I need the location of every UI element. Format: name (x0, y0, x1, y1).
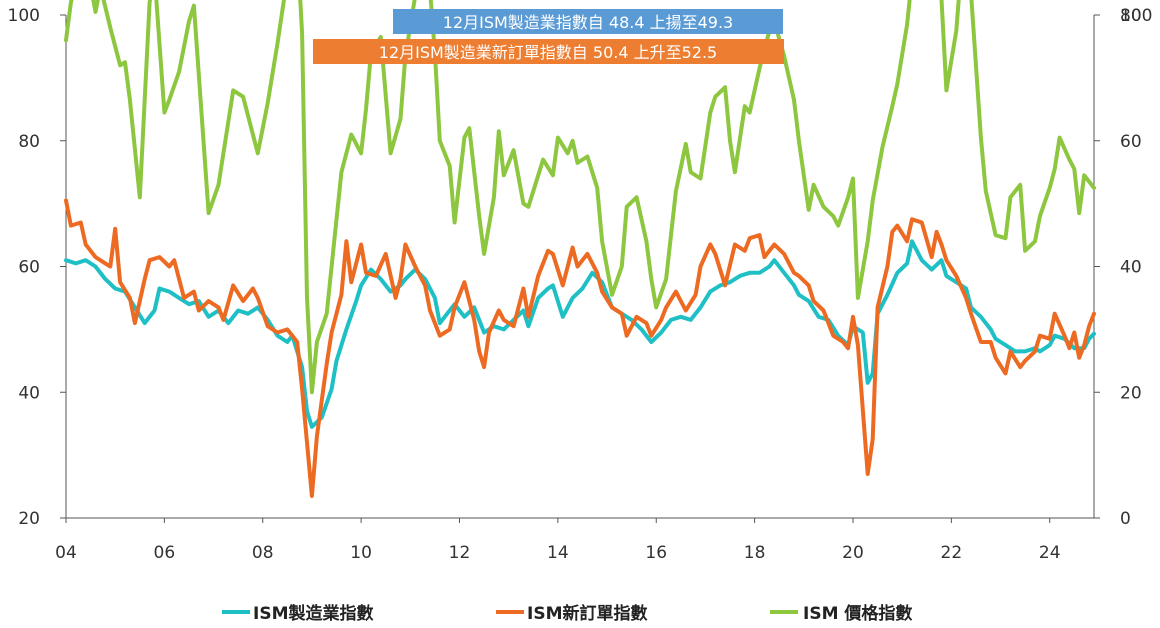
legend-label-ism-index: ISM製造業指數 (253, 603, 374, 624)
x-tick-label: 24 (1039, 543, 1061, 563)
annotation-box-ism-index (393, 9, 783, 34)
x-tick-label: 08 (252, 543, 274, 563)
right-tick-label: 40 (1120, 258, 1142, 278)
left-tick-label: 100 (8, 6, 40, 26)
left-axis-ticks: 20 40 60 80 100 (8, 6, 66, 529)
x-tick-label: 12 (449, 543, 471, 563)
legend-label-new-orders: ISM新訂單指數 (527, 603, 648, 624)
right-tick-label: 80 (1120, 6, 1142, 26)
x-tick-label: 18 (744, 543, 766, 563)
right-tick-label: 60 (1120, 132, 1142, 152)
right-tick-label: 20 (1120, 383, 1142, 403)
legend: ISM製造業指數 ISM新訂單指數 ISM 價格指數 (222, 603, 912, 624)
x-tick-label: 10 (350, 543, 372, 563)
x-tick-label: 06 (154, 543, 176, 563)
annotation-text-new-orders: 12月ISM製造業新訂單指數自 50.4 上升至52.5 (379, 43, 717, 62)
x-tick-label: 20 (842, 543, 864, 563)
series-lines (64, 0, 1096, 498)
left-tick-label: 60 (18, 258, 40, 278)
x-axis-ticks: 04 06 08 10 12 14 16 18 20 22 24 (55, 518, 1061, 563)
x-tick-label: 22 (941, 543, 963, 563)
legend-label-prices: ISM 價格指數 (803, 603, 912, 624)
left-tick-label: 40 (18, 383, 40, 403)
annotations: 12月ISM製造業指數自 48.4 上揚至49.3 12月ISM製造業新訂單指數… (313, 9, 784, 64)
annotation-text-ism-index: 12月ISM製造業指數自 48.4 上揚至49.3 (443, 13, 733, 32)
right-tick-label: 100 (1120, 6, 1152, 26)
x-tick-label: 14 (547, 543, 569, 563)
x-tick-label: 16 (645, 543, 667, 563)
annotation-box-new-orders (313, 39, 784, 64)
right-tick-label: 0 (1120, 509, 1131, 529)
series-line-new-orders (64, 198, 1096, 498)
x-tick-label: 04 (55, 543, 77, 563)
series-line-ism-index (64, 239, 1096, 429)
series-line-prices (64, 0, 1096, 395)
left-tick-label: 80 (18, 132, 40, 152)
left-tick-label: 20 (18, 509, 40, 529)
